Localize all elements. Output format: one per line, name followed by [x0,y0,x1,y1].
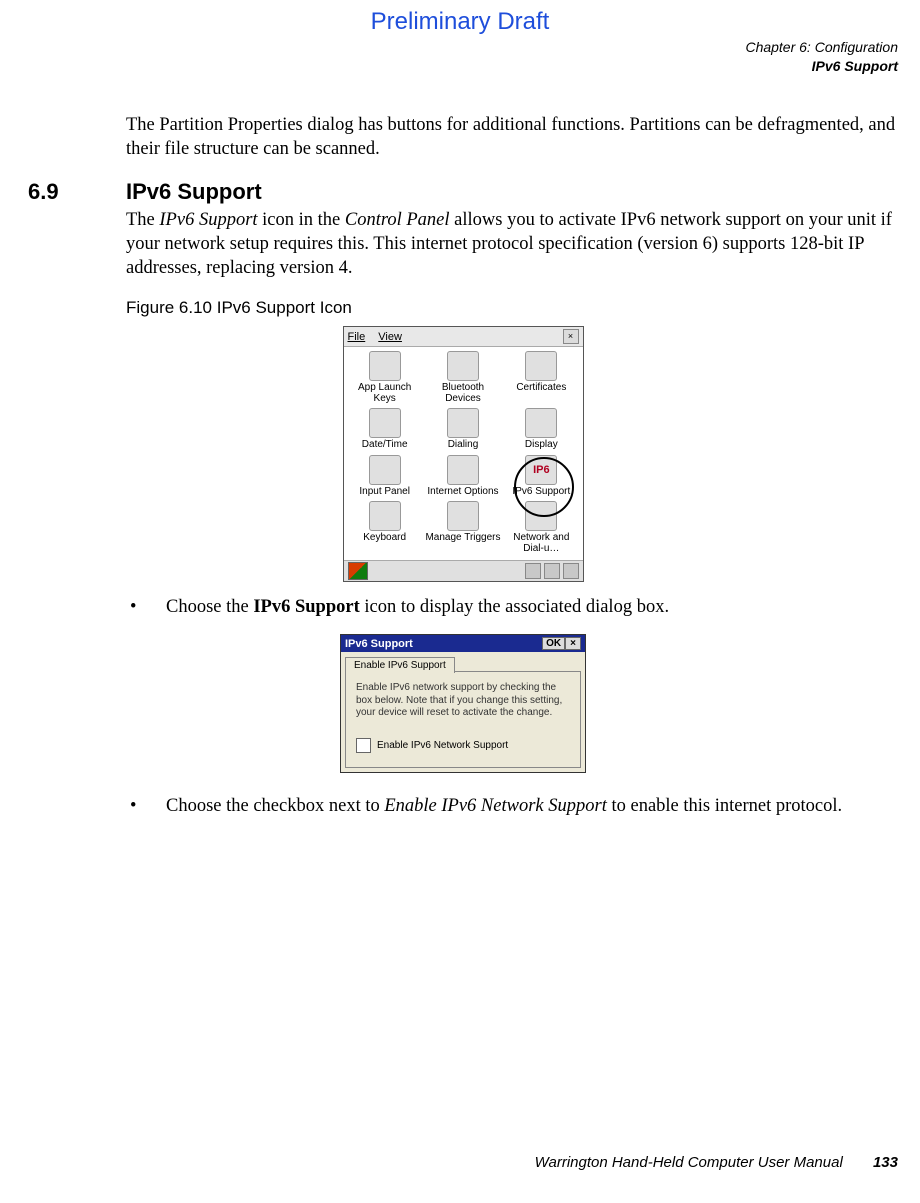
cp-item-datetime[interactable]: Date/Time [346,408,424,451]
chapter-line-1: Chapter 6: Configuration [745,38,898,57]
cp-label: Input Panel [359,486,410,497]
cp-label: Bluetooth Devices [442,382,484,404]
bullet-marker: • [126,795,166,819]
cp-item-app-launch[interactable]: App Launch Keys [346,351,424,404]
ok-button[interactable]: OK [542,637,565,650]
ipv6-dialog-screenshot: IPv6 Support OK × Enable IPv6 Support En… [340,634,586,773]
cp-item-ipv6-support[interactable]: IPv6 Support [502,455,580,498]
cp-label: Dialing [448,439,479,450]
bullet-marker: • [126,596,166,620]
cp-item-internet-options[interactable]: Internet Options [424,455,502,498]
bluetooth-icon [447,351,479,381]
footer-manual-title: Warrington Hand-Held Computer User Manua… [535,1154,843,1171]
draft-header: Preliminary Draft [0,8,920,36]
cp-label: Date/Time [362,439,408,450]
section-number: 6.9 [28,179,126,205]
cp-label: IPv6 Support [512,486,570,497]
datetime-icon [369,408,401,438]
bullet-2: • Choose the checkbox next to Enable IPv… [126,795,898,819]
enable-ipv6-checkbox[interactable] [356,738,371,753]
close-icon[interactable]: × [563,329,579,344]
cp-label: Network and Dial-u… [513,532,569,554]
manage-triggers-icon [447,501,479,531]
text-emph: IPv6 Support [159,210,257,230]
text-run: The [126,210,159,230]
cp-label: Certificates [516,382,566,393]
checkbox-label: Enable IPv6 Network Support [377,740,508,751]
app-launch-icon [369,351,401,381]
chapter-line-2: IPv6 Support [745,57,898,76]
cp-menubar: File View × [344,327,583,347]
text-run: icon in the [258,210,345,230]
keyboard-icon [369,501,401,531]
cp-label: Display [525,439,558,450]
dialog-title-text: IPv6 Support [345,638,413,650]
internet-options-icon [447,455,479,485]
figure-caption: Figure 6.10 IPv6 Support Icon [126,298,898,318]
cp-item-keyboard[interactable]: Keyboard [346,501,424,554]
section-title: IPv6 Support [126,179,262,205]
section-heading: 6.9 IPv6 Support [28,179,898,205]
start-button-icon[interactable] [348,562,368,580]
footer-page-number: 133 [873,1154,898,1171]
display-icon [525,408,557,438]
cp-taskbar [344,560,583,581]
cp-label: Internet Options [427,486,498,497]
cp-item-certificates[interactable]: Certificates [502,351,580,404]
tray-icon[interactable] [563,563,579,579]
control-panel-screenshot: File View × App Launch Keys Bluetooth De… [343,326,584,582]
tray-icon[interactable] [525,563,541,579]
tray-icon[interactable] [544,563,560,579]
text-bold: IPv6 Support [253,597,359,617]
ipv6-support-icon [525,455,557,485]
text-run: icon to display the associated dialog bo… [360,597,669,617]
network-icon [525,501,557,531]
certificates-icon [525,351,557,381]
intro-paragraph: The Partition Properties dialog has butt… [126,114,898,161]
dialog-titlebar: IPv6 Support OK × [341,635,585,652]
cp-label: Manage Triggers [425,532,500,543]
input-panel-icon [369,455,401,485]
text-emph: Control Panel [345,210,450,230]
cp-item-network[interactable]: Network and Dial-u… [502,501,580,554]
menu-file[interactable]: File [348,331,366,343]
text-run: to enable this internet protocol. [607,796,842,816]
cp-label: App Launch Keys [358,382,411,404]
bullet-1: • Choose the IPv6 Support icon to displa… [126,596,898,620]
cp-item-bluetooth[interactable]: Bluetooth Devices [424,351,502,404]
dialing-icon [447,408,479,438]
cp-item-display[interactable]: Display [502,408,580,451]
page-footer: Warrington Hand-Held Computer User Manua… [535,1154,898,1171]
text-run: Choose the [166,597,253,617]
dialog-instructions: Enable IPv6 network support by checking … [356,682,570,720]
text-run: Choose the checkbox next to [166,796,384,816]
text-emph: Enable IPv6 Network Support [384,796,606,816]
section-body-paragraph: The IPv6 Support icon in the Control Pan… [126,209,898,280]
cp-item-manage-triggers[interactable]: Manage Triggers [424,501,502,554]
cp-label: Keyboard [363,532,406,543]
menu-view[interactable]: View [378,331,402,343]
close-icon[interactable]: × [565,637,581,650]
tray-icons [525,563,579,579]
cp-item-input-panel[interactable]: Input Panel [346,455,424,498]
chapter-header: Chapter 6: Configuration IPv6 Support [745,38,898,76]
cp-item-dialing[interactable]: Dialing [424,408,502,451]
tab-enable-ipv6[interactable]: Enable IPv6 Support [345,657,455,673]
